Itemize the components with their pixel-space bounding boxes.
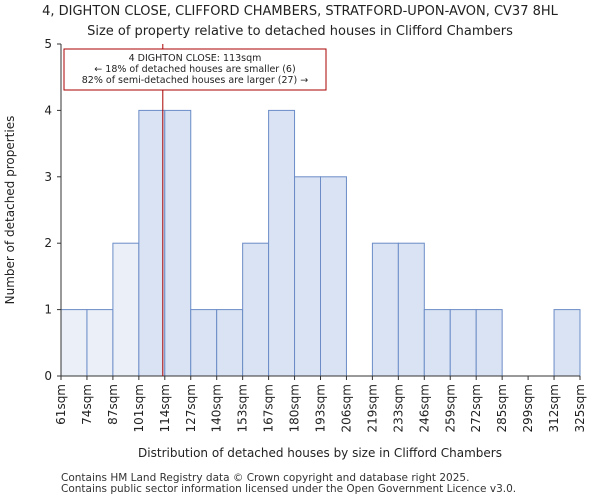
x-tick-label-87sqm: 87sqm <box>106 384 120 425</box>
bar-87sqm <box>112 242 140 377</box>
x-tick-label-127sqm: 127sqm <box>184 384 198 432</box>
bar-114sqm <box>164 109 192 377</box>
x-tick-label-206sqm: 206sqm <box>339 384 353 432</box>
bar-180sqm <box>294 176 321 377</box>
y-axis-label: Number of detached properties <box>3 116 17 305</box>
y-tick-label-1: 1 <box>44 303 52 317</box>
x-tick-label-312sqm: 312sqm <box>547 384 561 432</box>
bar-153sqm <box>242 242 270 377</box>
bars-group <box>60 109 581 377</box>
footer-line-2: Contains public sector information licen… <box>61 483 517 495</box>
y-ticks-group: 0 1 2 3 4 5 <box>44 37 61 383</box>
bar-74sqm <box>86 309 114 377</box>
x-tick-label-325sqm: 325sqm <box>573 384 587 432</box>
y-tick-label-4: 4 <box>44 103 52 117</box>
x-axis-label: Distribution of detached houses by size … <box>138 446 502 460</box>
chart-subtitle: Size of property relative to detached ho… <box>87 24 513 39</box>
x-tick-label-246sqm: 246sqm <box>417 384 431 432</box>
bar-312sqm <box>553 309 581 377</box>
x-tick-label-101sqm: 101sqm <box>132 384 146 432</box>
title-block: 4, DIGHTON CLOSE, CLIFFORD CHAMBERS, STR… <box>0 2 600 42</box>
x-tick-label-272sqm: 272sqm <box>469 384 483 432</box>
y-tick-label-5: 5 <box>44 37 52 51</box>
chart-title: 4, DIGHTON CLOSE, CLIFFORD CHAMBERS, STR… <box>42 4 558 19</box>
y-tick-label-3: 3 <box>44 170 52 184</box>
bar-272sqm <box>475 309 503 377</box>
x-tick-label-140sqm: 140sqm <box>210 384 224 432</box>
bar-233sqm <box>397 242 425 377</box>
x-tick-label-285sqm: 285sqm <box>495 384 509 432</box>
x-tick-label-167sqm: 167sqm <box>262 384 276 432</box>
bar-167sqm <box>268 109 296 377</box>
x-tick-label-299sqm: 299sqm <box>521 384 535 432</box>
bar-259sqm <box>449 309 477 377</box>
bar-193sqm <box>320 176 347 377</box>
bar-101sqm <box>138 109 166 377</box>
x-tick-label-259sqm: 259sqm <box>443 384 457 432</box>
x-tick-label-233sqm: 233sqm <box>391 384 405 432</box>
bar-61sqm <box>60 309 88 377</box>
annotation-line-2: ← 18% of detached houses are smaller (6) <box>94 64 295 75</box>
y-tick-label-0: 0 <box>44 369 52 383</box>
x-tick-label-114sqm: 114sqm <box>158 384 172 432</box>
bar-127sqm <box>190 309 218 377</box>
y-tick-label-2: 2 <box>44 236 52 250</box>
bar-219sqm <box>371 242 399 377</box>
annotation-line-3: 82% of semi-detached houses are larger (… <box>82 75 309 86</box>
footer-line-1: Contains HM Land Registry data © Crown c… <box>61 472 470 484</box>
annotation-line-1: 4 DIGHTON CLOSE: 113sqm <box>129 53 262 64</box>
annotation-box-group: 4 DIGHTON CLOSE: 113sqm← 18% of detached… <box>63 48 327 91</box>
x-tick-label-180sqm: 180sqm <box>288 384 302 432</box>
footer: Contains HM Land Registry data © Crown c… <box>61 473 516 495</box>
annotation-box <box>63 48 327 91</box>
x-ticks-group: 61sqm 74sqm 87sqm 101sqm 114sqm 127sqm 140sqm 1… <box>54 376 587 432</box>
x-tick-label-153sqm: 153sqm <box>236 384 250 432</box>
bar-140sqm <box>216 309 244 377</box>
x-tick-label-61sqm: 61sqm <box>54 384 68 425</box>
bar-246sqm <box>423 309 451 377</box>
x-tick-label-219sqm: 219sqm <box>365 384 379 432</box>
x-tick-label-74sqm: 74sqm <box>80 384 94 425</box>
x-tick-label-193sqm: 193sqm <box>314 384 328 432</box>
